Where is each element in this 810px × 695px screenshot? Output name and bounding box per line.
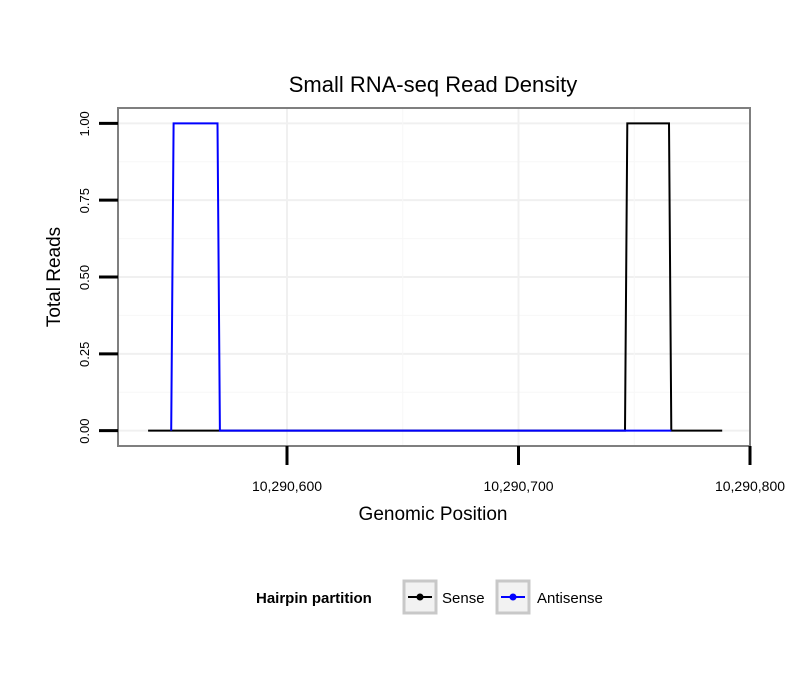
y-tick-label: 0.50: [77, 265, 92, 290]
y-tick-label: 0.00: [77, 418, 92, 443]
legend-title: Hairpin partition: [256, 590, 372, 607]
x-tick-label: 10,290,600: [252, 478, 322, 494]
x-axis-label: Genomic Position: [359, 504, 508, 525]
legend-items: Sense Antisense: [402, 579, 603, 615]
legend-key-dot: [416, 593, 424, 601]
legend-label: Antisense: [537, 590, 603, 607]
x-tick-label: 10,290,700: [483, 478, 553, 494]
grid: [118, 108, 750, 446]
y-axis: 0.00 0.25 0.50 0.75 1.00: [77, 111, 118, 444]
legend-item-antisense: Antisense: [495, 579, 603, 615]
series-line-antisense: [170, 122, 672, 432]
y-tick-label: 1.00: [77, 111, 92, 136]
legend-label: Sense: [442, 590, 485, 607]
chart-title: Small RNA-seq Read Density: [289, 72, 578, 97]
series-layer: [148, 122, 723, 432]
y-tick-label: 0.25: [77, 342, 92, 367]
y-tick-label: 0.75: [77, 188, 92, 213]
legend-key-dot: [509, 593, 517, 601]
legend: Hairpin partition Sense Antisense: [256, 579, 603, 615]
y-axis-label: Total Reads: [44, 227, 65, 327]
x-axis: 10,290,600 10,290,700 10,290,800: [252, 446, 785, 494]
x-tick-label: 10,290,800: [715, 478, 785, 494]
legend-item-sense: Sense: [402, 579, 485, 615]
